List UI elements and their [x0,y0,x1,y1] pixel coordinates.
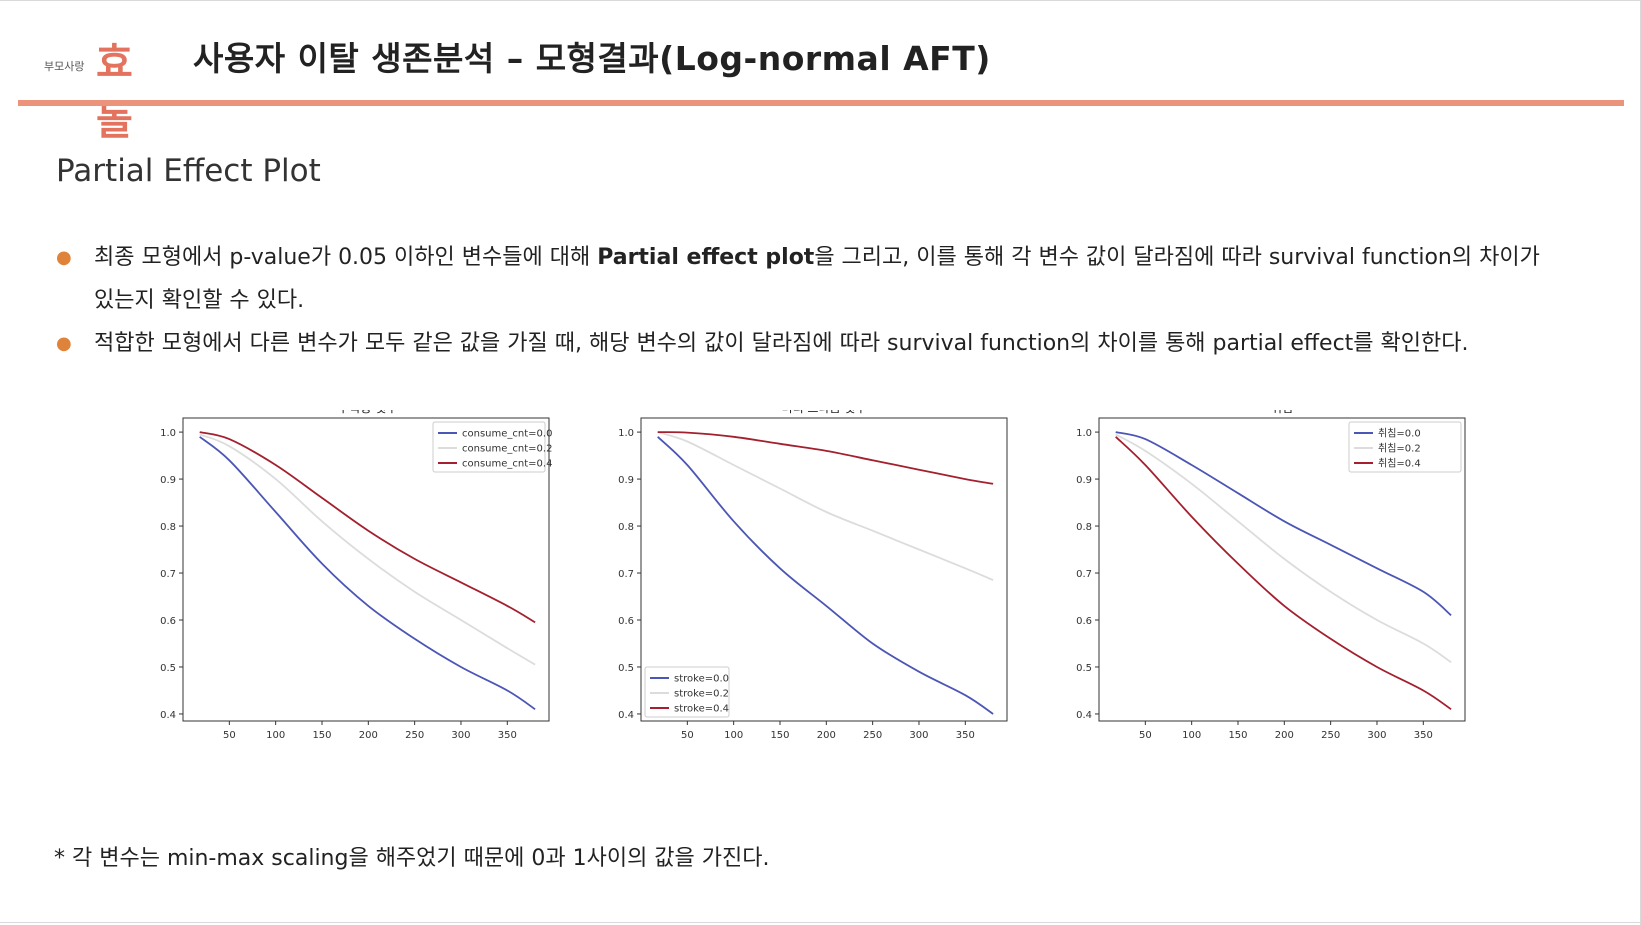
x-tick-label: 150 [312,730,331,741]
bullet-line: 적합한 모형에서 다른 변수가 모두 같은 값을 가질 때, 해당 변수의 값이… [94,331,1469,356]
x-tick-label: 250 [1321,730,1340,741]
y-tick-label: 0.7 [160,569,176,580]
x-tick-label: 350 [956,730,975,741]
x-tick-label: 200 [1275,730,1294,741]
x-tick-label: 300 [1367,730,1386,741]
y-tick-label: 0.4 [160,710,176,721]
y-tick-label: 0.9 [160,475,176,486]
x-tick-label: 300 [909,730,928,741]
y-tick-label: 1.0 [1076,428,1092,439]
x-tick-label: 250 [405,730,424,741]
logo-tagline: 부모사랑 [44,60,85,73]
legend-label: consume_cnt=0.0 [462,429,552,440]
y-tick-label: 0.9 [618,475,634,486]
y-tick-label: 0.7 [618,569,634,580]
bullet-item: ● 최종 모형에서 p-value가 0.05 이하인 변수들에 대해 Part… [56,236,1586,322]
x-tick-label: 100 [724,730,743,741]
legend-box [1348,421,1462,473]
x-tick-label: 50 [681,730,694,741]
bullet-dot-icon: ● [56,247,72,268]
y-tick-label: 0.6 [1076,616,1092,627]
y-tick-label: 0.9 [1076,475,1092,486]
chart-consume-cnt: 약 복용 횟수 50 100 150 200 250 300 350 0.4 0.5 0.6 0.7 0… [160,410,552,741]
bullet-text-pre: 최종 모형에서 p-value가 0.05 이하인 변수들에 대해 [94,245,598,270]
series-line [199,433,536,666]
series-line [657,431,994,485]
y-tick-label: 0.4 [618,710,634,721]
slide-bottom-border [0,922,1641,923]
x-tick-label: 150 [770,730,789,741]
x-tick-label: 100 [1182,730,1201,741]
logo-wordmark: 효돌 [96,40,133,144]
y-tick-label: 0.8 [1076,522,1092,533]
legend-label: 취침=0.0 [1378,428,1421,440]
legend-label: stroke=0.0 [674,674,729,685]
x-tick-label: 350 [498,730,517,741]
bullet-text-bold: Partial effect plot [597,245,815,270]
x-tick-label: 100 [266,730,285,741]
bullet-item: ● 적합한 모형에서 다른 변수가 모두 같은 값을 가질 때, 해당 변수의 … [56,322,1586,365]
series-line [657,436,994,715]
y-tick-label: 0.6 [160,616,176,627]
y-tick-label: 0.8 [618,522,634,533]
y-tick-label: 0.5 [618,663,634,674]
slide-title: 사용자 이탈 생존분석 – 모형결과(Log-normal AFT) [193,39,991,78]
x-tick-label: 150 [1228,730,1247,741]
x-tick-label: 350 [1414,730,1433,741]
series-line [1115,431,1452,616]
x-tick-label: 300 [451,730,470,741]
legend-label: stroke=0.4 [674,704,729,715]
legend-label: stroke=0.2 [674,689,729,700]
legend-label: 취침=0.2 [1378,443,1421,455]
brand-logo: 부모사랑 효돌 [44,30,156,144]
y-tick-label: 1.0 [160,428,176,439]
y-tick-label: 1.0 [618,428,634,439]
chart-stroke: 머리 쓰다듬 횟수 50 100 150 200 250 300 350 0.4 0.5 0.6 0.… [618,410,1008,741]
y-tick-label: 0.7 [1076,569,1092,580]
y-tick-label: 0.8 [160,522,176,533]
series-line [657,431,994,581]
legend-label: consume_cnt=0.2 [462,444,552,455]
chart-sleep: 취침 50 100 150 200 250 300 350 0.4 0.5 0.6 0.7 0.8 0.9… [1076,410,1466,741]
section-heading: Partial Effect Plot [56,153,321,189]
bullet-line: 최종 모형에서 p-value가 0.05 이하인 변수들에 대해 Partia… [94,236,1586,279]
legend-box [644,666,730,718]
y-tick-label: 0.5 [1076,663,1092,674]
series-line [199,436,536,711]
bullet-dot-icon: ● [56,333,72,354]
y-tick-label: 0.5 [160,663,176,674]
legend-label: 취침=0.4 [1378,458,1421,470]
x-tick-label: 200 [817,730,836,741]
x-tick-label: 50 [223,730,236,741]
legend-box [432,421,546,473]
x-tick-label: 200 [359,730,378,741]
bullet-line-continued: 있는지 확인할 수 있다. [94,288,305,313]
legend-label: consume_cnt=0.4 [462,459,552,470]
title-underline [18,100,1624,106]
slide-top-border [0,0,1641,1]
series-line [1115,433,1452,664]
series-line [199,431,536,624]
footnote: * 각 변수는 min-max scaling을 해주었기 때문에 0과 1사이… [54,846,770,871]
chart-title: 취침 [1271,410,1293,415]
series-line [1115,436,1452,711]
x-tick-label: 250 [863,730,882,741]
y-tick-label: 0.6 [618,616,634,627]
y-tick-label: 0.4 [1076,710,1092,721]
bullet-text-post: 을 그리고, 이를 통해 각 변수 값이 달라짐에 따라 survival fu… [814,245,1540,270]
bullet-list: ● 최종 모형에서 p-value가 0.05 이하인 변수들에 대해 Part… [56,236,1586,365]
chart-title: 머리 쓰다듬 횟수 [782,410,867,415]
chart-title: 약 복용 횟수 [335,410,398,415]
x-tick-label: 50 [1139,730,1152,741]
